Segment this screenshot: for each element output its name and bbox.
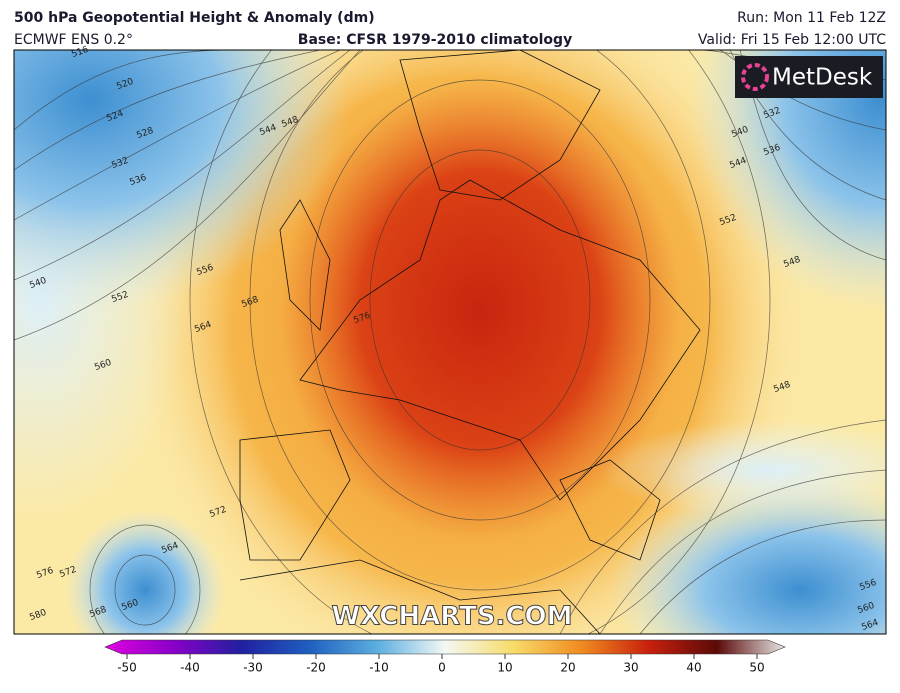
logo-box — [735, 56, 883, 98]
colorbar-tick-label: 50 — [749, 661, 764, 675]
colorbar-tick-label: 0 — [438, 661, 446, 675]
colorbar-ramp — [104, 639, 786, 655]
colorbar-tick-label: -20 — [306, 661, 326, 675]
colorbar-tick-label: -40 — [180, 661, 200, 675]
colorbar-tick-label: -10 — [369, 661, 389, 675]
colorbar-tick-label: 20 — [560, 661, 575, 675]
colorbar-tick-label: 10 — [497, 661, 512, 675]
title: 500 hPa Geopotential Height & Anomaly (d… — [14, 10, 375, 26]
valid: Valid: Fri 15 Feb 12:00 UTC — [698, 32, 886, 48]
logo-text: MetDesk — [772, 65, 873, 91]
run: Run: Mon 11 Feb 12Z — [737, 10, 886, 26]
colorbar-tick-label: 40 — [686, 661, 701, 675]
watermark: WXCHARTS.COM — [331, 602, 572, 632]
logo: MetDesk — [735, 56, 883, 98]
logo-icon — [741, 63, 769, 91]
model: ECMWF ENS 0.2° — [14, 32, 133, 48]
colorbar-tick-label: -30 — [243, 661, 263, 675]
colorbar-tick-label: -50 — [117, 661, 137, 675]
base: Base: CFSR 1979-2010 climatology — [298, 32, 572, 48]
colorbar: -50 -40 -30 -20 -10 0 10 20 30 40 50 — [104, 639, 786, 675]
map-frame — [13, 49, 887, 635]
colorbar-tick-label: 30 — [623, 661, 638, 675]
